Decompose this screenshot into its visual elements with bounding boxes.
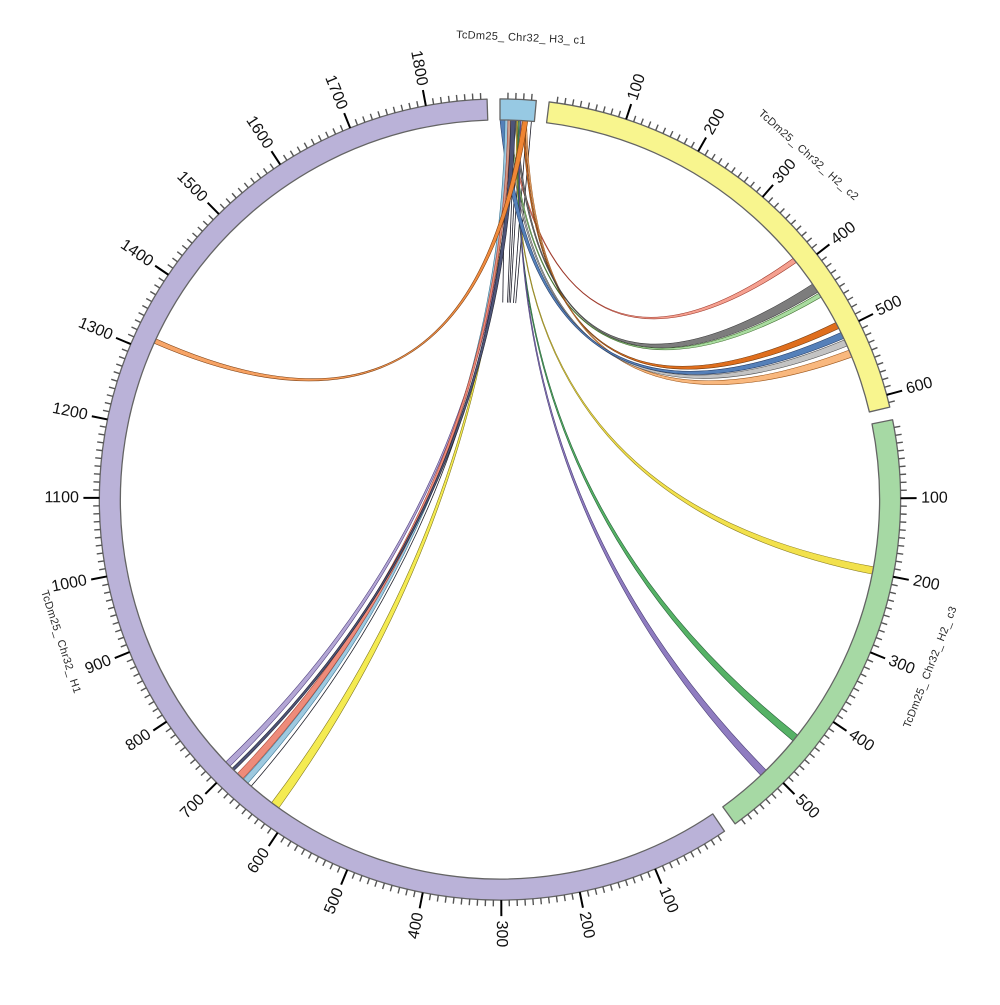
svg-text:1100: 1100 bbox=[44, 489, 79, 506]
svg-text:100: 100 bbox=[921, 490, 948, 507]
svg-text:300: 300 bbox=[493, 921, 510, 948]
